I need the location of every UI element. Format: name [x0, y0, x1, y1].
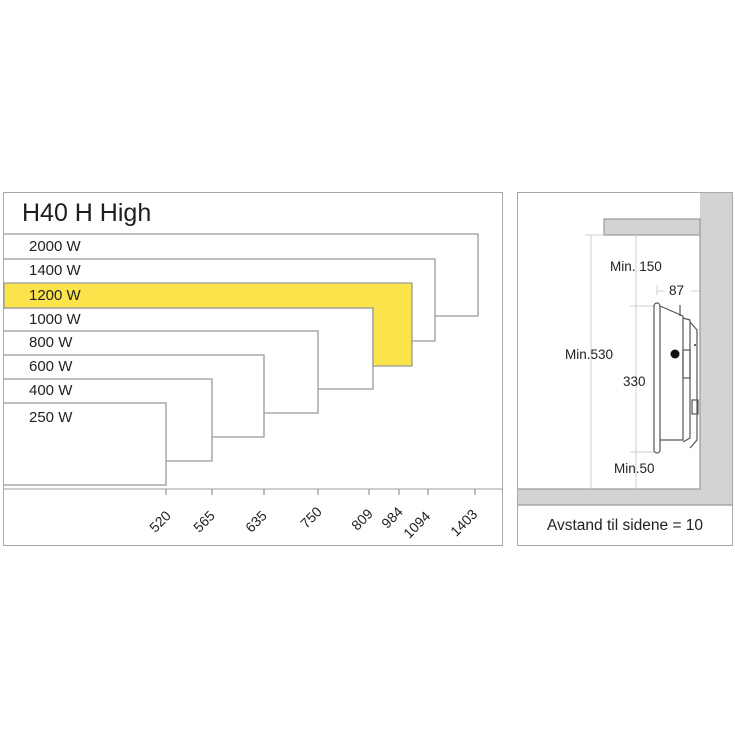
min-top-clearance: Min. 150 — [610, 259, 662, 274]
bracket-1200w-highlight — [3, 282, 413, 367]
label-800w: 800 W — [29, 334, 73, 351]
label-1200w: 1200 W — [29, 287, 81, 304]
heater-icon — [653, 302, 699, 454]
thermostat-knob-icon — [670, 349, 680, 359]
depth-dimension: 87 — [669, 283, 685, 298]
axis-ticks — [165, 489, 476, 495]
bracket-2000w — [4, 233, 479, 317]
min-bottom-clearance: Min.50 — [614, 461, 655, 476]
label-600w: 600 W — [29, 358, 73, 375]
bracket-800w — [4, 330, 319, 414]
heater-height: 330 — [623, 374, 646, 389]
chart-title: H40 H High — [22, 199, 152, 227]
label-1000w: 1000 W — [29, 311, 81, 328]
bracket-250w — [4, 402, 167, 486]
installation-drawing — [518, 193, 732, 506]
label-250w: 250 W — [29, 409, 73, 426]
side-distance-caption: Avstand til sidene = 10 — [546, 517, 704, 534]
min-total-height: Min.530 — [565, 347, 614, 362]
bracket-400w — [4, 378, 213, 462]
label-400w: 400 W — [29, 382, 73, 399]
power-length-chart-panel — [3, 192, 503, 546]
bracket-1400w — [4, 258, 436, 342]
label-2000w: 2000 W — [29, 238, 81, 255]
installation-panel — [517, 192, 733, 546]
bracket-600w — [4, 354, 265, 438]
label-1400w: 1400 W — [29, 262, 81, 279]
